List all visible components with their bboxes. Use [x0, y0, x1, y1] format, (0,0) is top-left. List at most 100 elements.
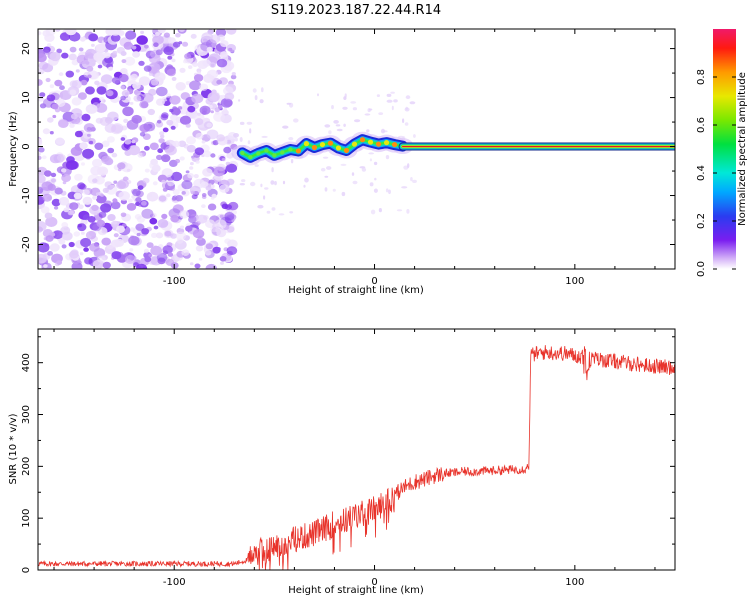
- noise-speck: [170, 107, 181, 116]
- noise-speck: [223, 146, 232, 154]
- noise-speck: [71, 97, 82, 106]
- noise-speck: [343, 123, 346, 128]
- noise-speck: [77, 223, 82, 228]
- noise-speck: [359, 166, 366, 169]
- noise-speck: [94, 80, 100, 86]
- noise-speck: [38, 61, 49, 70]
- noise-speck: [185, 170, 190, 174]
- x-tick-label: -100: [163, 577, 186, 588]
- noise-speck: [110, 239, 121, 248]
- noise-speck: [39, 92, 46, 98]
- noise-speck: [167, 180, 175, 187]
- colorbar: 0.0 0.2 0.4 0.6 0.8 Normalized spectral ampl…: [696, 29, 748, 277]
- noise-speck: [43, 264, 48, 268]
- noise-speck: [220, 261, 224, 265]
- noise-speck: [252, 88, 257, 93]
- x-tick-label: 0: [371, 276, 377, 287]
- noise-speck: [206, 129, 219, 140]
- noise-speck: [161, 154, 171, 163]
- noise-speck: [324, 175, 329, 178]
- noise-speck: [196, 214, 208, 224]
- noise-speck: [172, 41, 181, 48]
- x-tick-label: 100: [565, 276, 584, 287]
- noise-speck: [77, 182, 86, 190]
- noise-speck: [220, 51, 228, 58]
- noise-speck: [56, 260, 62, 265]
- noise-speck: [123, 118, 129, 123]
- noise-speck: [148, 253, 153, 257]
- noise-speck: [63, 207, 70, 213]
- noise-speck: [69, 123, 75, 128]
- noise-speck: [369, 158, 372, 162]
- noise-speck: [132, 188, 141, 197]
- noise-speck: [49, 243, 60, 252]
- noise-speck: [186, 136, 196, 145]
- noise-speck: [133, 95, 142, 102]
- noise-speck: [132, 82, 141, 90]
- noise-speck: [156, 154, 163, 161]
- noise-speck: [247, 140, 251, 145]
- noise-speck: [185, 123, 191, 128]
- noise-speck: [122, 106, 134, 117]
- noise-speck: [98, 211, 107, 218]
- noise-speck: [83, 123, 95, 133]
- noise-speck: [184, 53, 192, 60]
- noise-speck: [74, 130, 83, 138]
- noise-speck: [194, 263, 201, 269]
- noise-speck: [216, 134, 225, 142]
- noise-speck: [207, 91, 220, 102]
- snr-x-ticks: -100 0 100: [53, 329, 656, 588]
- noise-speck: [99, 116, 111, 126]
- noise-speck: [141, 201, 147, 206]
- signal-blob: [343, 147, 350, 154]
- noise-speck: [175, 82, 186, 91]
- noise-speck: [116, 225, 125, 233]
- noise-speck: [369, 182, 374, 187]
- snr-y-ticks: 0 100 200 300 400: [21, 336, 675, 573]
- noise-speck: [38, 253, 47, 264]
- noise-speck: [51, 103, 59, 110]
- noise-speck: [113, 233, 119, 238]
- noise-speck: [209, 62, 216, 68]
- noise-speck: [58, 196, 70, 206]
- noise-speck: [83, 247, 89, 252]
- noise-speck: [303, 184, 306, 188]
- noise-speck: [38, 31, 42, 36]
- y-tick-label: 0: [21, 143, 32, 149]
- noise-speck: [322, 156, 329, 159]
- noise-speck: [110, 33, 121, 42]
- noise-speck: [130, 73, 138, 80]
- noise-speck: [165, 93, 171, 98]
- noise-speck: [206, 122, 212, 128]
- noise-speck: [56, 48, 62, 54]
- noise-speck: [289, 211, 294, 214]
- noise-speck: [161, 112, 169, 119]
- noise-speck: [210, 110, 214, 114]
- noise-speck: [121, 59, 127, 64]
- noise-speck: [129, 227, 135, 232]
- noise-speck: [92, 158, 103, 168]
- noise-speck: [225, 204, 232, 211]
- noise-speck: [361, 167, 367, 172]
- noise-speck: [320, 167, 326, 172]
- noise-speck: [192, 62, 199, 67]
- noise-speck: [150, 245, 163, 256]
- noise-speck: [191, 93, 204, 104]
- noise-speck: [162, 127, 169, 133]
- noise-speck: [198, 257, 203, 261]
- snr-plot-area: [38, 329, 675, 570]
- noise-speck: [202, 168, 213, 177]
- noise-speck: [261, 87, 264, 93]
- noise-speck: [54, 206, 59, 210]
- noise-speck: [75, 69, 80, 73]
- noise-speck: [100, 74, 113, 85]
- noise-speck: [172, 140, 181, 148]
- noise-speck: [70, 113, 78, 120]
- noise-speck: [174, 158, 181, 164]
- noise-speck: [155, 232, 164, 239]
- noise-speck: [250, 181, 256, 187]
- noise-speck: [219, 184, 230, 193]
- noise-speck: [38, 138, 43, 145]
- noise-speck: [38, 226, 43, 233]
